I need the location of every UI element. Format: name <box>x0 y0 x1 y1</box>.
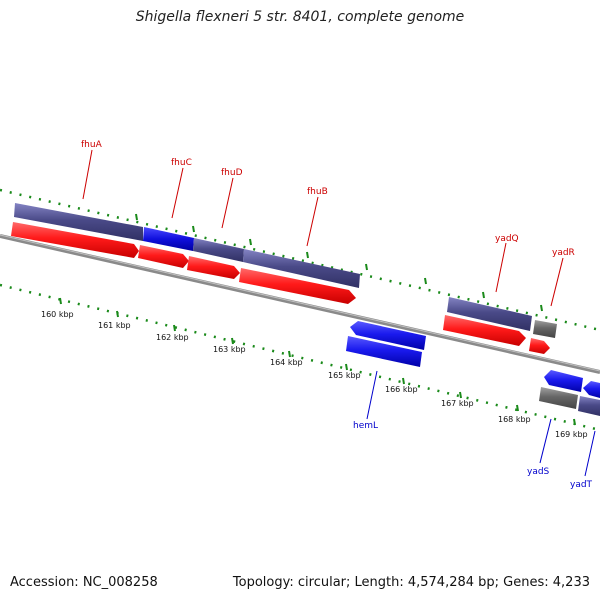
major-tick <box>459 391 462 399</box>
cog-segment-yadS[interactable] <box>539 387 578 409</box>
leader-line <box>221 177 234 229</box>
major-tick <box>306 251 309 259</box>
major-tick <box>59 297 62 305</box>
reverse-cds-track <box>346 321 600 398</box>
major-tick <box>173 324 176 332</box>
gene-label-yadR[interactable]: yadR <box>552 248 575 258</box>
reverse-cog-features <box>539 387 600 416</box>
topology-label: Topology: circular; Length: 4,574,284 bp… <box>232 575 590 590</box>
gene-label-yadT[interactable]: yadT <box>570 480 593 490</box>
major-tick <box>231 337 234 345</box>
inner-tick-ring <box>0 283 600 432</box>
cds-arrow-yadR[interactable] <box>529 338 550 354</box>
cog-segment-fhuD[interactable] <box>193 238 244 262</box>
cog-segment-fhuB[interactable] <box>243 249 360 288</box>
major-tick <box>424 277 427 285</box>
outer-tick-ring <box>0 188 600 332</box>
accession-label: Accession: NC_008258 <box>10 575 158 590</box>
forward-cog-features <box>14 203 557 338</box>
cds-arrow-fhuD[interactable] <box>187 256 240 279</box>
major-tick <box>192 225 195 233</box>
leader-line <box>550 257 564 307</box>
scale-label: 165 kbp <box>328 371 361 380</box>
scale-labels: 160 kbp 161 kbp 162 kbp 163 kbp 164 kbp … <box>41 310 588 439</box>
major-tick <box>540 304 543 312</box>
scale-label: 169 kbp <box>555 430 588 439</box>
leader-line <box>539 418 552 464</box>
gene-label-yadQ[interactable]: yadQ <box>495 234 519 244</box>
gene-label-fhuB[interactable]: fhuB <box>307 187 328 197</box>
cds-arrow-fhuC[interactable] <box>138 245 189 268</box>
scale-label: 167 kbp <box>441 399 474 408</box>
cog-segment-yadR[interactable] <box>533 320 557 338</box>
cds-arrow-yadQ[interactable] <box>443 315 526 346</box>
major-tick <box>288 350 291 358</box>
major-tick <box>345 363 348 371</box>
genome-backbone <box>0 234 600 374</box>
cds-arrow-fhuB[interactable] <box>239 268 356 304</box>
forward-gene-labels: fhuA fhuC fhuD fhuB yadQ yadR <box>81 140 575 307</box>
scale-label: 161 kbp <box>98 321 131 330</box>
map-title: Shigella flexneri 5 str. 8401, complete … <box>135 9 465 25</box>
cog-segment-fhuC[interactable] <box>143 227 194 251</box>
cds-arrow-reverse[interactable] <box>350 321 426 350</box>
major-tick <box>249 238 252 246</box>
leader-line <box>306 196 319 247</box>
cog-segment-yadT[interactable] <box>578 396 600 416</box>
leader-line <box>495 242 507 293</box>
major-tick <box>365 263 368 271</box>
scale-label: 163 kbp <box>213 345 246 354</box>
leader-line <box>366 370 378 420</box>
leader-line <box>584 430 596 477</box>
leader-line <box>82 149 93 200</box>
cds-arrow-yadS[interactable] <box>544 370 583 392</box>
scale-label: 168 kbp <box>498 415 531 424</box>
scale-label: 160 kbp <box>41 310 74 319</box>
gene-label-yadS[interactable]: yadS <box>527 467 550 477</box>
leader-line <box>171 167 184 219</box>
gene-label-fhuC[interactable]: fhuC <box>171 158 192 168</box>
scale-label: 164 kbp <box>270 358 303 367</box>
scale-label: 162 kbp <box>156 333 189 342</box>
major-tick <box>482 291 485 299</box>
gene-label-fhuD[interactable]: fhuD <box>221 168 243 178</box>
major-tick <box>573 418 576 426</box>
cog-segment-fhuA[interactable] <box>14 203 143 241</box>
major-tick <box>402 377 405 385</box>
gene-label-hemL[interactable]: hemL <box>353 421 378 431</box>
major-tick <box>116 310 119 318</box>
forward-cds-track <box>11 222 550 354</box>
cds-arrow-yadT[interactable] <box>583 381 600 398</box>
major-tick <box>516 404 519 412</box>
major-tick <box>135 213 138 221</box>
gene-label-fhuA[interactable]: fhuA <box>81 140 103 150</box>
cds-arrow-hemL[interactable] <box>346 336 422 367</box>
scale-label: 166 kbp <box>385 385 418 394</box>
reverse-gene-labels: hemL yadS yadT <box>353 370 596 490</box>
cds-arrow-fhuA[interactable] <box>11 222 139 258</box>
cog-segment-yadQ[interactable] <box>447 297 532 331</box>
